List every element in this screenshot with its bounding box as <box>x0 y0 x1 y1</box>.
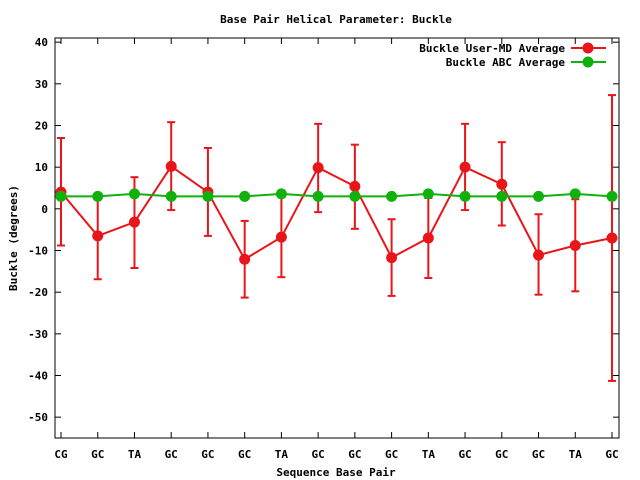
data-point <box>606 232 618 244</box>
legend-entry-user-md: Buckle User-MD Average <box>419 42 606 55</box>
data-point <box>459 190 471 202</box>
x-tick-label: GC <box>532 448 545 461</box>
data-point <box>312 190 324 202</box>
plot-frame <box>54 37 620 439</box>
legend-marker-abc <box>582 56 594 68</box>
chart-title: Base Pair Helical Parameter: Buckle <box>220 13 452 26</box>
y-tick-label: 10 <box>35 161 48 174</box>
x-tick-label: GC <box>91 448 104 461</box>
y-tick-label: 0 <box>41 203 48 216</box>
y-tick-label: 30 <box>35 78 48 91</box>
x-tick-label: GC <box>312 448 325 461</box>
series-line <box>61 192 613 198</box>
x-axis: CG GC TA GC GC GC TA GC GC GC TA GC GC GC TA GC <box>54 38 619 461</box>
data-point <box>422 232 434 244</box>
y-tick-label: -10 <box>28 245 48 258</box>
data-point <box>533 190 545 202</box>
data-point <box>128 188 140 200</box>
data-point <box>422 188 434 200</box>
x-tick-label: GC <box>348 448 361 461</box>
x-tick-label: TA <box>275 448 289 461</box>
data-point <box>496 178 508 190</box>
x-tick-label: CG <box>54 448 68 461</box>
x-tick-label: GC <box>385 448 398 461</box>
data-point <box>569 188 581 200</box>
x-tick-label: TA <box>422 448 436 461</box>
x-tick-label: TA <box>569 448 583 461</box>
legend-label-user-md: Buckle User-MD Average <box>419 42 565 55</box>
x-tick-label: GC <box>458 448 471 461</box>
y-axis-label: Buckle (degrees) <box>7 185 20 291</box>
data-point <box>386 190 398 202</box>
series-line <box>60 164 613 261</box>
y-tick-label: -30 <box>28 328 48 341</box>
data-point <box>349 180 361 192</box>
x-tick-label: GC <box>495 448 508 461</box>
y-tick-label: -40 <box>28 370 48 383</box>
x-tick-label: GC <box>605 448 618 461</box>
x-tick-label: GC <box>165 448 178 461</box>
data-point <box>202 190 214 202</box>
legend: Buckle User-MD Average Buckle ABC Averag… <box>419 42 606 69</box>
y-tick-label: 40 <box>35 36 48 49</box>
legend-label-abc: Buckle ABC Average <box>446 56 566 69</box>
legend-entry-abc: Buckle ABC Average <box>446 56 606 69</box>
data-point <box>606 190 618 202</box>
legend-marker-user-md <box>582 42 594 54</box>
x-tick-label: GC <box>201 448 214 461</box>
data-point <box>239 253 251 265</box>
data-point <box>92 230 104 242</box>
data-point <box>239 190 251 202</box>
y-tick-label: -50 <box>28 411 48 424</box>
y-tick-label: -20 <box>28 286 48 299</box>
x-tick-label: GC <box>238 448 251 461</box>
data-point <box>533 249 545 261</box>
data-point <box>275 188 287 200</box>
data-point <box>55 190 67 202</box>
data-point <box>569 240 581 251</box>
data-point <box>349 190 361 202</box>
data-point <box>165 190 177 202</box>
data-point <box>92 190 104 202</box>
data-point <box>165 160 177 172</box>
data-point <box>496 190 508 202</box>
data-point <box>128 216 140 228</box>
y-tick-label: 20 <box>35 120 48 133</box>
y-axis: -50 -40 -30 -20 -10 0 10 20 30 40 <box>28 36 619 424</box>
series-1 <box>55 188 618 202</box>
data-point <box>459 161 471 173</box>
series-layer <box>55 94 618 382</box>
data-point <box>312 162 324 174</box>
data-point <box>386 252 398 264</box>
x-axis-label: Sequence Base Pair <box>276 466 396 479</box>
data-point <box>275 231 287 243</box>
series-0 <box>55 94 618 382</box>
x-tick-label: TA <box>128 448 142 461</box>
